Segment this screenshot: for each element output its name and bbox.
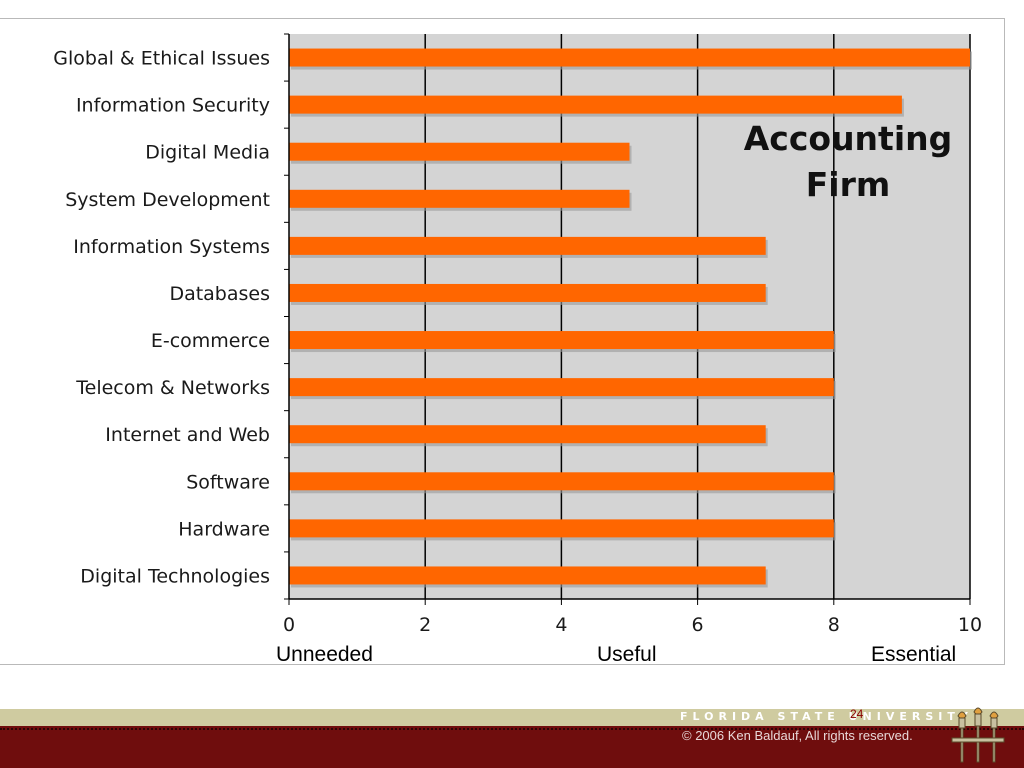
category-label: Global & Ethical Issues bbox=[53, 48, 270, 70]
bar-5 bbox=[289, 283, 766, 302]
bar-7 bbox=[289, 378, 834, 397]
chart-title-line: Firm bbox=[806, 165, 891, 204]
bar-10 bbox=[289, 519, 834, 538]
category-label: System Development bbox=[65, 189, 270, 211]
x-tick-label: 8 bbox=[828, 614, 840, 636]
torch-logo-icon bbox=[951, 707, 1005, 763]
x-tick-label: 2 bbox=[419, 614, 431, 636]
scale-label-useful: Useful bbox=[597, 643, 657, 666]
category-label: Digital Media bbox=[145, 142, 270, 164]
footer-band bbox=[0, 709, 1024, 726]
bar-1 bbox=[289, 95, 902, 114]
category-label: Databases bbox=[169, 283, 270, 305]
category-label: Information Systems bbox=[73, 236, 270, 258]
footer-bar bbox=[0, 726, 1024, 768]
bar-11 bbox=[289, 566, 766, 585]
bar-6 bbox=[289, 331, 834, 350]
chart-title-line: Accounting bbox=[744, 119, 953, 158]
scale-label-unneeded: Unneeded bbox=[276, 643, 373, 666]
plot-area bbox=[289, 34, 970, 599]
bar-2 bbox=[289, 142, 630, 161]
bar-3 bbox=[289, 189, 630, 208]
page-number: 24 bbox=[850, 707, 864, 721]
bar-0 bbox=[289, 48, 970, 67]
category-label: Hardware bbox=[178, 518, 270, 540]
footer-divider bbox=[0, 728, 1024, 730]
category-label: Internet and Web bbox=[105, 424, 270, 446]
scale-label-essential: Essential bbox=[871, 643, 957, 666]
category-label: Information Security bbox=[76, 95, 270, 117]
chart-frame: Global & Ethical Issues Information Secur… bbox=[0, 18, 1005, 665]
x-tick-label: 10 bbox=[958, 614, 982, 636]
x-tick-label: 4 bbox=[555, 614, 567, 636]
category-label: E-commerce bbox=[151, 330, 270, 352]
bar-4 bbox=[289, 236, 766, 255]
bar-chart: Global & Ethical Issues Information Secur… bbox=[53, 33, 982, 636]
x-tick-label: 0 bbox=[283, 614, 295, 636]
category-label: Digital Technologies bbox=[80, 565, 270, 587]
bar-8 bbox=[289, 425, 766, 444]
bar-9 bbox=[289, 472, 834, 491]
copyright-text: © 2006 Ken Baldauf, All rights reserved. bbox=[682, 728, 913, 743]
x-tick-label: 6 bbox=[692, 614, 704, 636]
category-label: Software bbox=[186, 471, 270, 493]
category-label: Telecom & Networks bbox=[75, 377, 270, 399]
university-name: FLORIDA STATE UNIVERSITY bbox=[680, 710, 973, 723]
